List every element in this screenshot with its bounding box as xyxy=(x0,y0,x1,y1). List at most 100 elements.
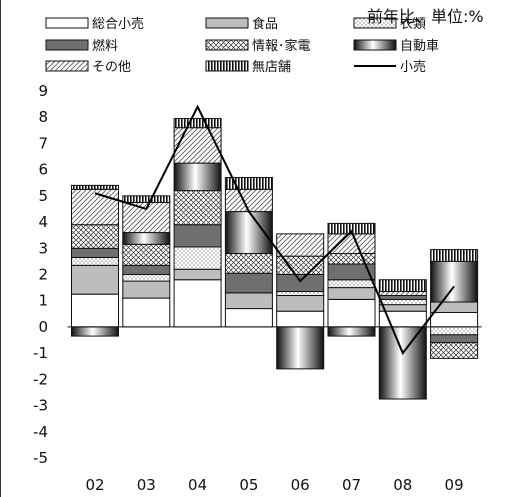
bar-segment xyxy=(378,326,427,400)
bar-segment xyxy=(71,188,119,226)
unit-label: 前年比、単位:% xyxy=(367,7,484,26)
bar-segment xyxy=(430,260,479,303)
legend-item: 自動車 xyxy=(353,39,439,54)
line-小売 xyxy=(94,104,455,356)
bar-segment xyxy=(430,342,479,359)
bar-segment xyxy=(327,298,376,328)
bar-segment xyxy=(224,272,273,294)
bar-segment xyxy=(224,253,273,274)
bar-segment xyxy=(430,249,479,262)
bar-segment xyxy=(430,312,479,328)
bar-segment xyxy=(173,279,222,328)
legend-item: 小売 xyxy=(354,59,426,75)
y-tick-label: 2 xyxy=(38,266,48,284)
legend-item: 衣類 xyxy=(353,16,426,32)
bar-stack-05 xyxy=(224,177,273,328)
y-tick-label: 9 xyxy=(38,82,48,100)
bar-segment xyxy=(327,287,376,300)
bar-segment xyxy=(378,294,427,300)
bar-segment xyxy=(122,297,171,328)
bar-stack-03 xyxy=(122,195,171,328)
bar-segment xyxy=(378,304,427,312)
x-tick-label: 03 xyxy=(137,476,156,494)
bar-stack-02 xyxy=(71,184,119,337)
bar-segment xyxy=(327,233,376,255)
bar-segment xyxy=(173,162,222,192)
bar-segment xyxy=(327,326,376,337)
bar-stack-07 xyxy=(327,222,376,337)
bar-segment xyxy=(71,293,119,328)
bar-segment xyxy=(276,233,325,257)
bar-segment xyxy=(430,334,479,344)
bar-segment xyxy=(276,291,325,296)
legend-label: 情報･家電 xyxy=(252,38,311,54)
bar-segment xyxy=(378,298,427,306)
x-tick-label: 05 xyxy=(239,476,258,494)
y-tick-label: -3 xyxy=(33,397,48,415)
x-tick-label: 02 xyxy=(85,476,104,494)
bar-segment xyxy=(122,243,171,266)
x-tick-label: 04 xyxy=(188,476,207,494)
y-tick-label: -4 xyxy=(33,423,48,441)
x-tick-label: 08 xyxy=(393,476,412,494)
bar-segment xyxy=(173,268,222,281)
legend-item: 燃料 xyxy=(45,38,118,54)
bar-segment xyxy=(71,247,119,258)
bar-segment xyxy=(327,279,376,289)
bar-segment xyxy=(378,279,427,293)
bar-segment xyxy=(122,280,171,299)
legend-label: 小売 xyxy=(400,59,426,75)
bar-stack-08 xyxy=(378,279,427,400)
bar-stack-04 xyxy=(173,118,222,328)
bar-segment xyxy=(276,310,325,328)
legend-label: 衣類 xyxy=(400,16,426,32)
y-tick-label: -5 xyxy=(33,449,48,467)
bar-segment xyxy=(224,188,273,213)
x-tick-label: 09 xyxy=(445,476,464,494)
x-tick-label: 07 xyxy=(342,476,361,494)
legend-label: 総合小売 xyxy=(92,16,144,32)
bar-segment xyxy=(276,326,325,370)
bar-stack-09 xyxy=(430,249,479,359)
bar-segment xyxy=(173,224,222,248)
y-tick-label: 0 xyxy=(38,318,48,336)
bar-segment xyxy=(430,326,479,336)
y-tick-label: 7 xyxy=(38,134,48,152)
bar-segment xyxy=(71,256,119,266)
y-tick-label: 4 xyxy=(38,213,48,231)
bar-segment xyxy=(173,127,222,164)
legend-label: その他 xyxy=(92,60,131,75)
bar-segment xyxy=(224,292,273,310)
bar-stack-06 xyxy=(276,233,325,370)
bar-segment xyxy=(122,232,171,245)
bar-segment xyxy=(327,222,376,235)
bar-segment xyxy=(122,195,171,203)
legend-label: 自動車 xyxy=(400,39,439,54)
bar-segment xyxy=(378,291,427,296)
bar-segment xyxy=(276,274,325,293)
y-tick-label: 5 xyxy=(38,187,48,205)
bar-segment xyxy=(71,264,119,295)
legend-item: 情報･家電 xyxy=(205,38,311,54)
legend-label: 食品 xyxy=(252,16,278,32)
x-axis-ticks: 02 03 04 05 06 07 08 09 xyxy=(85,476,463,494)
legend-item: 総合小売 xyxy=(45,16,144,32)
bar-segment xyxy=(71,326,119,337)
bar-segment xyxy=(173,246,222,270)
y-tick-label: 6 xyxy=(38,161,48,179)
line-series xyxy=(94,104,455,356)
legend-item: 食品 xyxy=(205,16,278,32)
legend-item: 無店舗 xyxy=(205,60,291,75)
bar-segment xyxy=(122,274,171,282)
y-axis-ticks: 9 8 7 6 5 4 3 2 1 0 -1 -2 -3 -4 -5 xyxy=(33,82,48,467)
bar-segment xyxy=(173,118,222,129)
legend-item: その他 xyxy=(45,60,131,75)
y-tick-label: 8 xyxy=(38,108,48,126)
x-tick-label: 06 xyxy=(291,476,310,494)
y-tick-label: 1 xyxy=(38,292,48,310)
bar-segment xyxy=(224,308,273,328)
legend-label: 燃料 xyxy=(92,38,118,54)
bars xyxy=(71,118,479,400)
